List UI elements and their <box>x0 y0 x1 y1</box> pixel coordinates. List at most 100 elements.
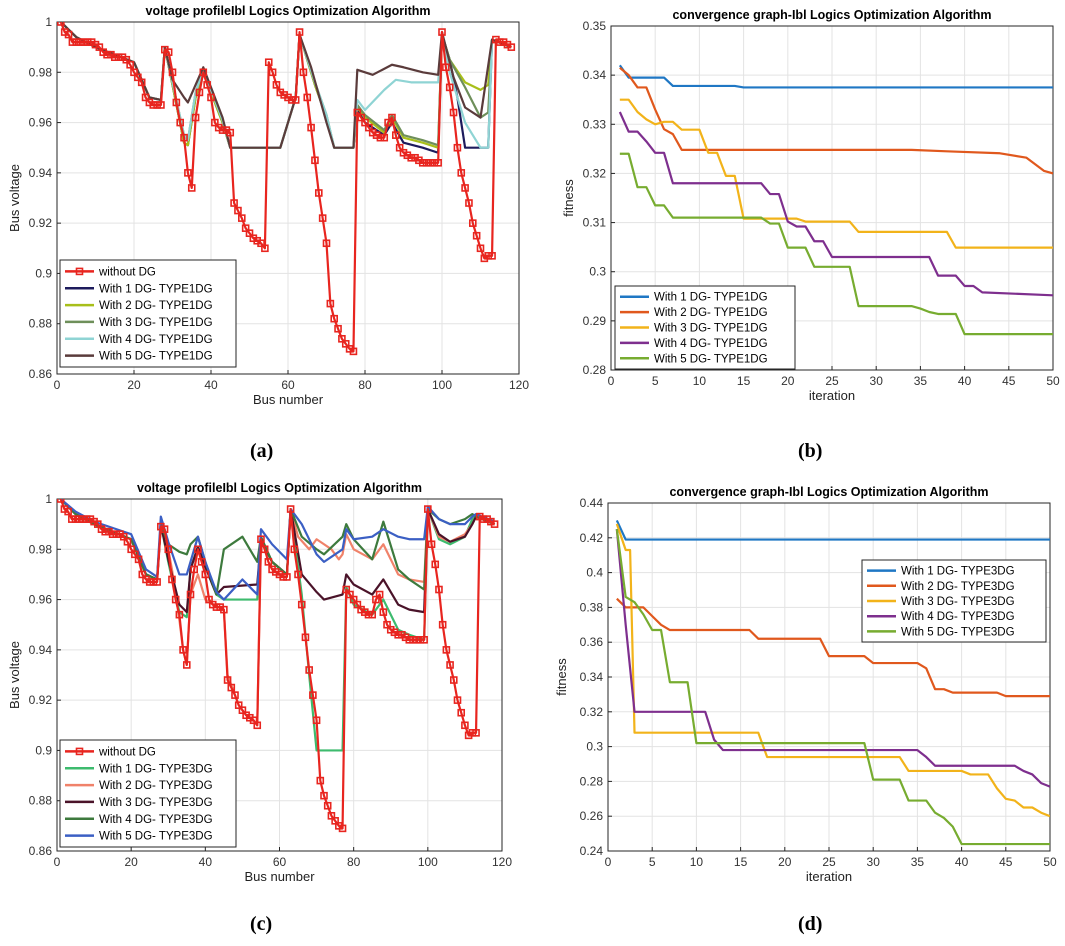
chart-d-xtick-label-2: 10 <box>690 855 704 869</box>
chart-a-marker-0-56 <box>272 81 281 89</box>
chart-d-xtick-label-6: 30 <box>867 855 881 869</box>
chart-a-marker-0-87 <box>391 131 400 139</box>
chart-d-legend-label-2: With 3 DG- TYPE3DG <box>901 596 1015 608</box>
chart-c-ytick-label-1: 0.88 <box>29 794 53 808</box>
chart-c-marker-0-61 <box>283 573 291 581</box>
caption-c: (c) <box>250 913 273 935</box>
chart-c-marker-0-107 <box>453 696 462 704</box>
chart-c-marker-0-98 <box>420 636 428 644</box>
chart-a-marker-0-45 <box>230 199 238 207</box>
chart-a-ytick-label-7: 1 <box>45 15 52 29</box>
chart-a-marker-0-100 <box>442 63 450 72</box>
chart-a-marker-0-99 <box>438 28 446 36</box>
chart-c-marker-0-112 <box>472 729 480 737</box>
chart-a-ytick-label-2: 0.9 <box>35 266 52 280</box>
chart-a-legend-label-5: With 5 DG- TYPE1DG <box>99 351 213 363</box>
chart-a-marker-0-74 <box>341 340 350 348</box>
chart-a-legend-label-2: With 2 DG- TYPE1DG <box>99 300 213 312</box>
chart-a-xtick-label-2: 40 <box>204 378 218 392</box>
chart-c-marker-0-54 <box>257 535 265 544</box>
chart-c-xtick-label-4: 80 <box>347 855 361 869</box>
chart-a-marker-0-105 <box>461 184 469 192</box>
chart-b-series-line-2 <box>619 98 1053 249</box>
chart-d-xtick-label-10: 50 <box>1043 855 1057 869</box>
chart-a-marker-0-53 <box>261 244 269 253</box>
chart-d-ytick-label-0: 0.24 <box>580 844 604 858</box>
chart-a-marker-0-36 <box>195 88 204 97</box>
chart-a-marker-0-84 <box>380 133 389 142</box>
chart-a-marker-0-106 <box>465 199 473 207</box>
chart-b-xtick-label-2: 10 <box>693 374 707 388</box>
chart-d-xtick-label-0: 0 <box>605 855 612 869</box>
chart-c-legend-label-2: With 2 DG- TYPE3DG <box>99 780 213 792</box>
chart-d-xtick-label-4: 20 <box>778 855 792 869</box>
chart-c-marker-0-56 <box>264 558 273 566</box>
chart-a-marker-0-34 <box>187 184 196 192</box>
chart-d: 0 5 10 15 20 25 30 35 40 45 50 0.24 0.26 0.28 0.3 0.32 0… <box>554 485 1057 884</box>
chart-d-series-line-2 <box>615 523 1050 818</box>
chart-b-series-group <box>618 64 1053 336</box>
chart-a-marker-0-39 <box>207 93 215 102</box>
chart-a-marker-0-0 <box>57 22 65 26</box>
chart-a-marker-0-91 <box>407 153 416 162</box>
chart-c-marker-0-62 <box>286 505 295 513</box>
chart-c-marker-0-63 <box>290 545 299 554</box>
chart-a-marker-0-4 <box>72 38 81 46</box>
chart-a-marker-0-96 <box>426 159 435 167</box>
chart-a-ytick-label-0: 0.86 <box>29 367 53 381</box>
chart-a-marker-0-49 <box>245 229 254 237</box>
chart-a-marker-0-32 <box>180 133 188 142</box>
chart-c-xlabel: Bus number <box>244 869 315 884</box>
chart-c-marker-0-47 <box>231 691 239 699</box>
chart-c-marker-0-2 <box>64 507 72 516</box>
chart-a-xtick-label-6: 120 <box>509 378 529 392</box>
chart-c-marker-0-68 <box>309 691 317 699</box>
chart-a-marker-0-71 <box>330 314 339 323</box>
caption-d: (d) <box>798 913 823 935</box>
chart-a-marker-0-98 <box>434 159 442 167</box>
chart-a-marker-0-94 <box>418 159 427 167</box>
chart-c-marker-0-87 <box>379 608 388 616</box>
chart-c-legend-marker-0 <box>75 747 84 756</box>
chart-a-legend-label-4: With 4 DG- TYPE1DG <box>99 334 213 346</box>
chart-d-ytick-label-7: 0.38 <box>580 600 604 614</box>
chart-c-xtick-label-3: 60 <box>273 855 287 869</box>
chart-a-marker-0-17 <box>122 55 131 64</box>
chart-a-marker-0-29 <box>168 68 177 77</box>
chart-a-ytick-label-1: 0.88 <box>29 317 53 331</box>
chart-a-marker-0-117 <box>507 43 516 51</box>
chart-c-xtick-label-5: 100 <box>418 855 438 869</box>
chart-a-marker-0-2 <box>64 30 73 39</box>
chart-c-ytick-label-6: 0.98 <box>29 542 53 556</box>
chart-a-marker-0-73 <box>338 334 346 343</box>
chart-a-ytick-label-6: 0.98 <box>29 65 53 79</box>
chart-b-xtick-label-5: 25 <box>825 374 839 388</box>
chart-c-marker-0-36 <box>190 565 199 574</box>
chart-b-xtick-label-10: 50 <box>1046 374 1060 388</box>
chart-d-series-line-1 <box>616 597 1050 698</box>
chart-d-ytick-label-8: 0.4 <box>586 566 603 580</box>
chart-a-xtick-label-4: 80 <box>358 378 372 392</box>
chart-b-xtick-label-8: 40 <box>958 374 972 388</box>
chart-a-marker-0-86 <box>388 113 396 122</box>
chart-a-marker-0-109 <box>476 244 485 253</box>
chart-c-marker-0-64 <box>294 570 302 579</box>
chart-c-marker-0-37 <box>194 545 202 554</box>
chart-a-marker-0-54 <box>264 58 273 67</box>
chart-a-marker-0-68 <box>318 214 327 222</box>
chart-c-ytick-label-5: 0.96 <box>29 593 53 607</box>
chart-b-ytick-label-4: 0.32 <box>583 166 607 180</box>
chart-a-ytick-label-4: 0.94 <box>29 166 53 180</box>
chart-d-xtick-label-8: 40 <box>955 855 969 869</box>
chart-a-ytick-label-3: 0.92 <box>29 216 53 230</box>
chart-a-legend-marker-0 <box>75 267 84 276</box>
chart-b-ytick-label-3: 0.31 <box>583 216 607 230</box>
chart-c-marker-0-0 <box>57 499 65 503</box>
chart-c-marker-0-32 <box>175 610 184 619</box>
chart-c-marker-0-84 <box>368 610 377 619</box>
chart-b-xtick-label-9: 45 <box>1002 374 1016 388</box>
caption-a: (a) <box>250 440 274 462</box>
caption-b: (b) <box>798 440 823 462</box>
chart-a-marker-0-104 <box>457 169 466 177</box>
chart-c-legend-label-1: With 1 DG- TYPE3DG <box>99 763 213 775</box>
